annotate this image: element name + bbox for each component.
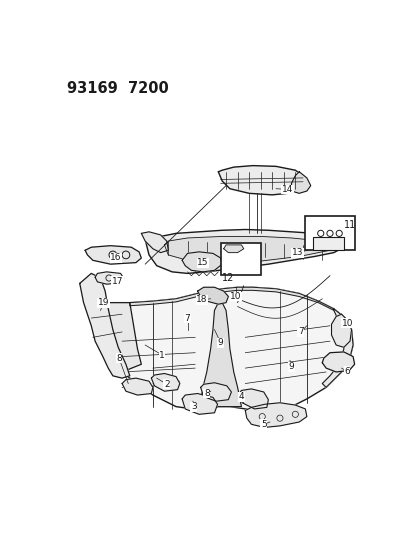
- Text: 10: 10: [341, 319, 353, 328]
- Polygon shape: [218, 166, 305, 195]
- Bar: [305, 216, 354, 251]
- Polygon shape: [151, 374, 179, 391]
- Text: 5: 5: [260, 420, 266, 429]
- Text: 14: 14: [281, 185, 293, 194]
- Polygon shape: [182, 252, 222, 272]
- Text: 15: 15: [197, 258, 208, 267]
- Text: 93169  7200: 93169 7200: [66, 81, 168, 96]
- Text: 2: 2: [164, 380, 169, 389]
- Text: 12: 12: [222, 273, 234, 284]
- Polygon shape: [291, 172, 310, 193]
- Text: 11: 11: [343, 220, 355, 230]
- Text: 4: 4: [238, 392, 244, 401]
- Polygon shape: [145, 230, 343, 273]
- Text: 8: 8: [204, 389, 209, 398]
- Text: 6: 6: [343, 367, 349, 376]
- Text: 18: 18: [196, 295, 207, 304]
- Polygon shape: [199, 303, 241, 407]
- Polygon shape: [95, 272, 123, 284]
- Text: 1: 1: [159, 351, 165, 360]
- Polygon shape: [223, 245, 243, 253]
- Polygon shape: [95, 287, 352, 410]
- Text: 3: 3: [190, 402, 196, 411]
- Polygon shape: [129, 287, 333, 310]
- Text: 7: 7: [184, 313, 190, 322]
- Polygon shape: [200, 383, 231, 401]
- Text: 19: 19: [97, 298, 109, 307]
- Bar: [312, 237, 343, 249]
- Polygon shape: [197, 287, 228, 304]
- Polygon shape: [321, 309, 352, 387]
- Polygon shape: [95, 303, 141, 372]
- Text: 10: 10: [230, 292, 241, 301]
- Bar: [220, 243, 260, 275]
- Text: 16: 16: [110, 254, 121, 262]
- Polygon shape: [331, 314, 351, 348]
- Polygon shape: [80, 273, 129, 378]
- Polygon shape: [321, 352, 354, 372]
- Polygon shape: [164, 237, 331, 263]
- Text: 13: 13: [291, 248, 303, 257]
- Text: 7: 7: [297, 327, 303, 336]
- Polygon shape: [239, 389, 268, 409]
- Text: 8: 8: [116, 353, 121, 362]
- Polygon shape: [141, 232, 168, 253]
- Text: 9: 9: [217, 338, 223, 347]
- Polygon shape: [182, 393, 217, 414]
- Polygon shape: [122, 378, 152, 395]
- Polygon shape: [85, 246, 141, 264]
- Text: 9: 9: [288, 362, 294, 371]
- Polygon shape: [244, 403, 306, 427]
- Text: 17: 17: [112, 277, 123, 286]
